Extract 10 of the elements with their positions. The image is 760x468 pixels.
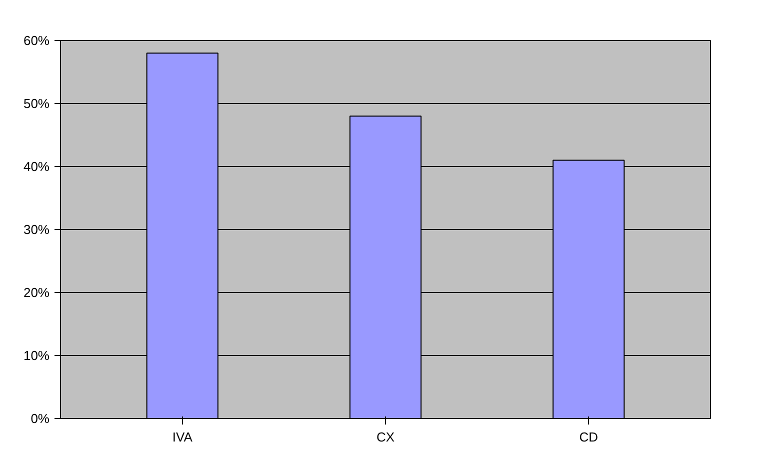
y-tick-label: 10% [23,348,50,363]
y-tick-label: 60% [23,33,50,48]
y-tick-label: 50% [23,96,50,111]
y-tick-label: 0% [30,411,50,426]
y-tick-label: 30% [23,222,50,237]
x-tick-label: CD [579,430,598,444]
x-tick-label: IVA [172,430,193,444]
x-tick-label: CX [376,430,395,444]
y-tick-label: 20% [23,285,50,300]
y-tick-label: 40% [23,159,50,174]
